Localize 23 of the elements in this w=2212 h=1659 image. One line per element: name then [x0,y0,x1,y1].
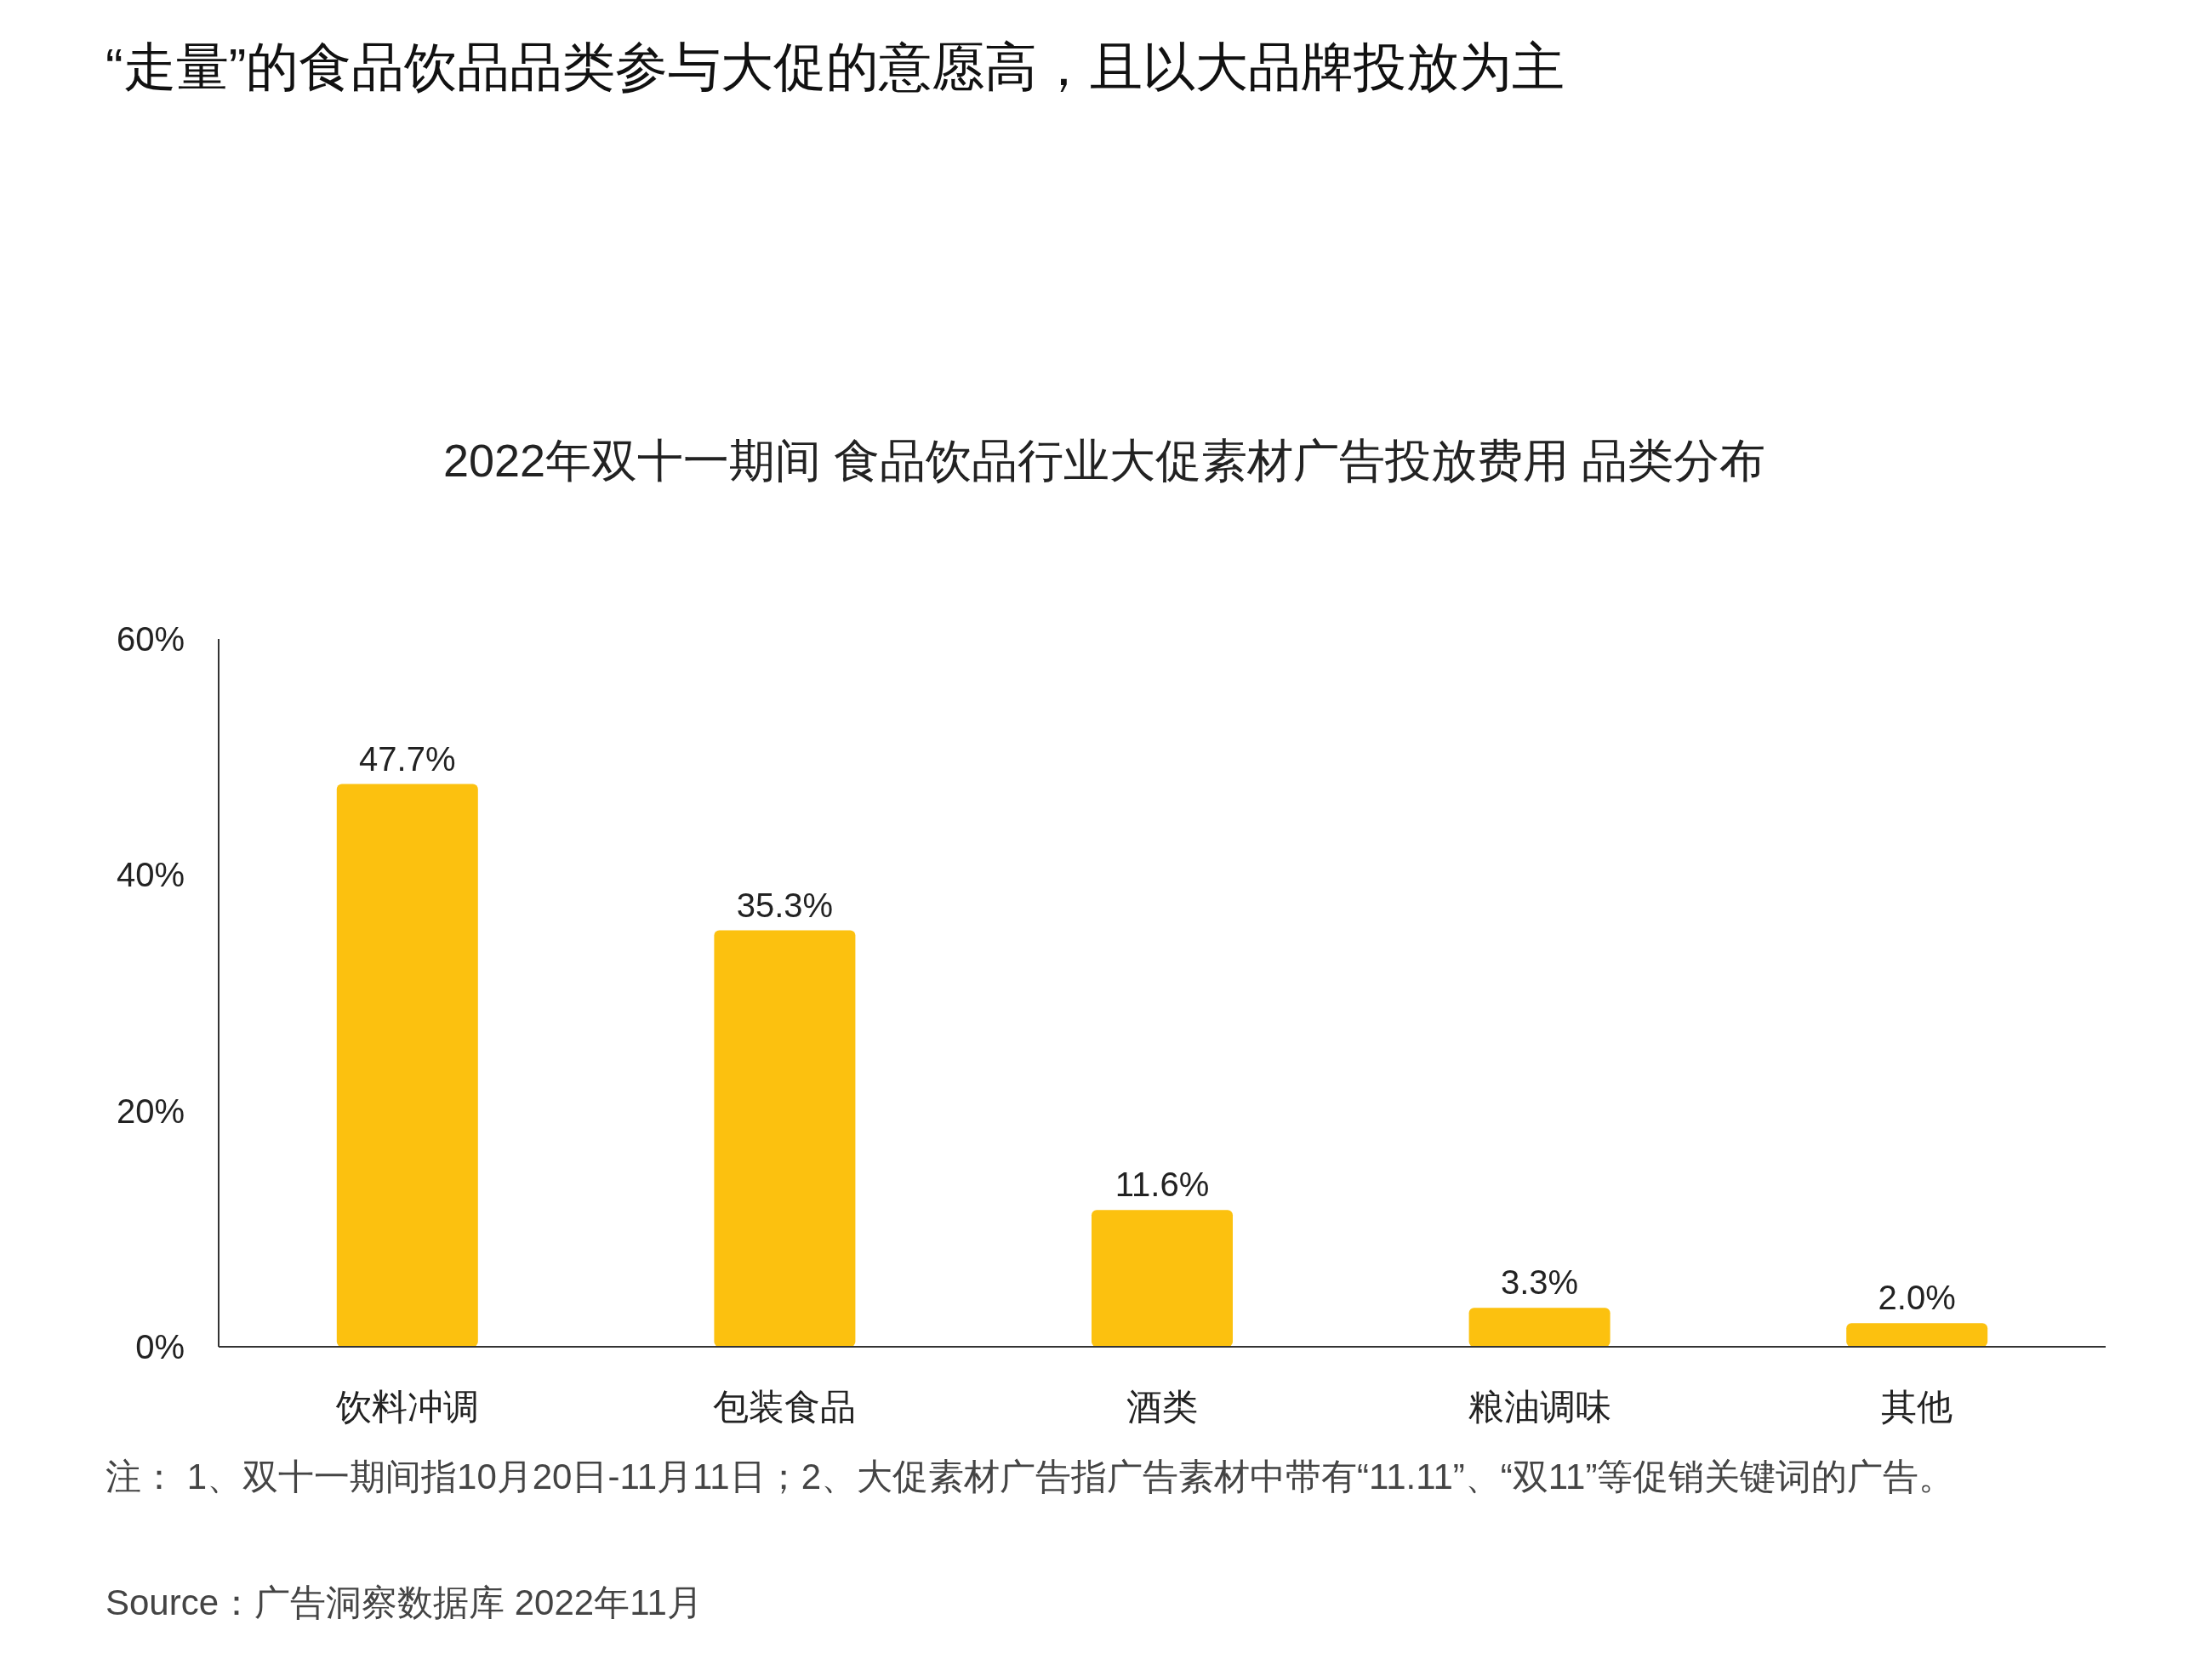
bar [336,784,478,1347]
y-tick-label: 60% [116,620,185,658]
bar [714,930,856,1347]
x-tick-label: 包装食品 [713,1387,857,1427]
chart-title: “走量”的食品饮品品类参与大促的意愿高，且以大品牌投放为主 [105,37,1565,96]
data-label: 47.7% [359,739,456,778]
x-tick-label: 饮料冲调 [334,1387,479,1427]
x-tick-label: 粮油调味 [1468,1387,1611,1427]
y-tick-label: 20% [116,1092,185,1130]
data-label: 11.6% [1115,1166,1210,1204]
source-note: Source：广告洞察数据库 2022年11月 [105,1582,703,1622]
bar [1092,1210,1233,1347]
text: 注： 1、双十一期间指10月20日-11月11日；2、大促素材广告指广告素材中带有“11.11”、“双11”等促销关键词的广告。 [105,1457,1955,1497]
x-tick-label: 酒类 [1126,1387,1198,1427]
x-tick-label: 其他 [1881,1387,1953,1427]
y-tick-label: 40% [116,856,185,894]
bar [1468,1308,1611,1347]
bar [1846,1323,1988,1347]
data-label: 2.0% [1878,1279,1956,1317]
chart-subtitle: 2022年双十一期间 食品饮品行业大促素材广告投放费用 品类分布 [442,435,1766,486]
data-label: 35.3% [736,886,834,924]
y-tick-label: 0% [135,1328,185,1365]
data-label: 3.3% [1501,1263,1579,1302]
